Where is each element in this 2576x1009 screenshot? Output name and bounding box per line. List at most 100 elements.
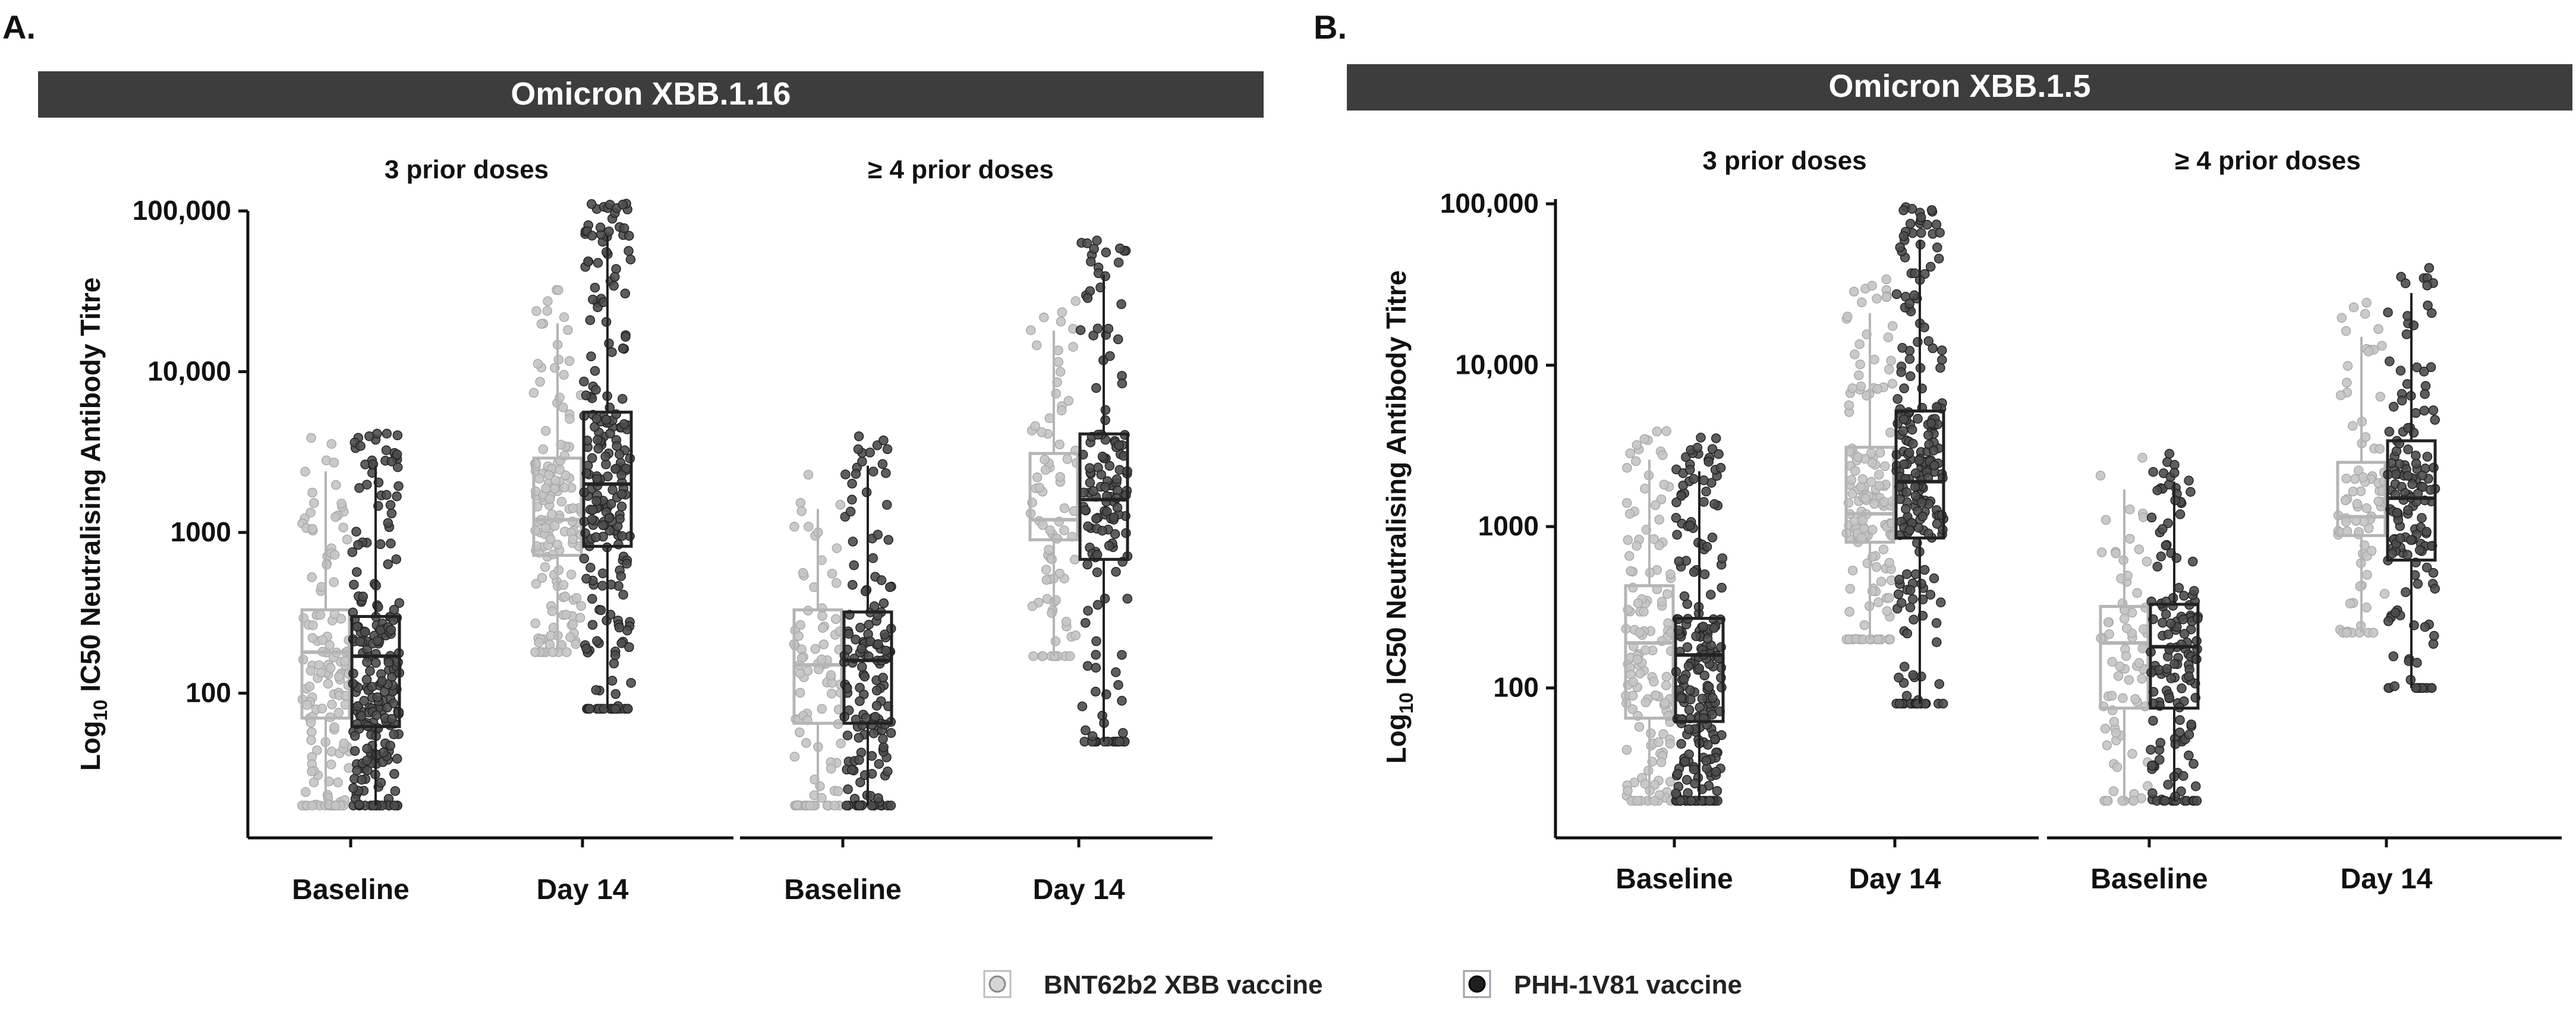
data-point bbox=[802, 666, 813, 676]
data-point bbox=[871, 701, 882, 711]
data-point bbox=[329, 458, 339, 468]
data-point bbox=[2345, 598, 2355, 608]
data-point bbox=[854, 733, 864, 743]
data-point bbox=[563, 325, 573, 335]
data-point bbox=[1685, 685, 1695, 695]
box-group bbox=[528, 285, 587, 657]
data-point bbox=[2401, 587, 2411, 597]
data-point bbox=[1699, 497, 1709, 507]
data-point bbox=[1891, 289, 1902, 299]
facet-label-2: ≥ 4 prior doses bbox=[2175, 146, 2361, 175]
data-point bbox=[1092, 600, 1103, 610]
data-point bbox=[1928, 343, 1938, 354]
box-iqr bbox=[1624, 584, 1675, 720]
data-point bbox=[1059, 525, 1069, 535]
data-point bbox=[386, 456, 397, 466]
data-point bbox=[1916, 212, 1926, 223]
legend-item-bnt[interactable]: BNT62b2 XBB vaccine bbox=[983, 970, 1323, 999]
data-point bbox=[1873, 597, 1884, 607]
data-point bbox=[2335, 390, 2346, 401]
data-point bbox=[1639, 607, 1649, 617]
data-point bbox=[2426, 362, 2436, 373]
data-point bbox=[2107, 657, 2118, 667]
data-point bbox=[385, 740, 395, 751]
data-point bbox=[306, 433, 316, 443]
data-point bbox=[2148, 466, 2158, 477]
data-point bbox=[1694, 663, 1705, 674]
data-point bbox=[382, 490, 392, 500]
data-point bbox=[564, 356, 575, 366]
data-point bbox=[347, 547, 358, 557]
data-point bbox=[323, 679, 333, 689]
data-point bbox=[1680, 756, 1690, 767]
data-point bbox=[2414, 545, 2425, 556]
data-point bbox=[553, 285, 563, 295]
data-point bbox=[817, 611, 827, 621]
legend-item-phh[interactable]: PHH-1V81 vaccine bbox=[1463, 970, 1742, 999]
data-point bbox=[1685, 520, 1695, 531]
x-tick-label: Baseline bbox=[2090, 863, 2207, 895]
data-point bbox=[611, 264, 621, 274]
data-point bbox=[365, 666, 375, 676]
data-point bbox=[2389, 681, 2400, 691]
data-point bbox=[1867, 280, 1877, 291]
data-point bbox=[2115, 661, 2125, 671]
data-point bbox=[2354, 628, 2365, 638]
data-point bbox=[1856, 381, 1866, 392]
data-point bbox=[1928, 445, 1939, 456]
data-point bbox=[618, 343, 628, 354]
data-point bbox=[367, 682, 377, 692]
data-point bbox=[1025, 325, 1036, 336]
data-point bbox=[2379, 589, 2390, 599]
data-point bbox=[545, 534, 556, 544]
data-point bbox=[375, 539, 386, 550]
data-point bbox=[2342, 361, 2353, 371]
data-point bbox=[2348, 302, 2359, 313]
data-point bbox=[1711, 433, 1721, 443]
data-point bbox=[1045, 525, 1055, 535]
x-tick-label: Day 14 bbox=[1033, 874, 1125, 906]
box-iqr bbox=[350, 614, 401, 729]
data-point bbox=[1623, 786, 1633, 796]
data-point bbox=[1849, 286, 1859, 297]
data-point bbox=[2411, 683, 2421, 693]
data-point bbox=[1037, 427, 1047, 437]
data-point bbox=[309, 498, 319, 508]
data-point bbox=[2130, 694, 2140, 704]
data-point bbox=[1907, 204, 1917, 214]
data-point bbox=[1054, 439, 1065, 450]
data-point bbox=[1679, 674, 1689, 685]
data-point bbox=[1896, 598, 1907, 608]
data-point bbox=[607, 676, 618, 686]
data-point bbox=[2155, 737, 2166, 748]
data-point bbox=[1091, 383, 1101, 393]
data-point bbox=[1621, 498, 1632, 508]
data-point bbox=[2352, 499, 2363, 509]
data-point bbox=[530, 618, 540, 629]
data-point bbox=[530, 647, 540, 657]
data-point bbox=[381, 445, 392, 455]
data-point bbox=[598, 520, 608, 531]
data-point bbox=[317, 635, 328, 645]
data-point bbox=[1676, 693, 1686, 703]
data-point bbox=[1706, 589, 1716, 600]
data-point bbox=[1632, 440, 1642, 450]
data-point bbox=[358, 591, 369, 602]
data-point bbox=[559, 483, 569, 493]
y-tick-label: 100 bbox=[185, 677, 231, 708]
data-point bbox=[1708, 693, 1718, 703]
data-point bbox=[2426, 308, 2437, 319]
y-tick-label: 100,000 bbox=[1440, 188, 1539, 219]
data-point bbox=[883, 535, 894, 545]
data-point bbox=[2347, 421, 2358, 431]
data-point bbox=[1070, 630, 1081, 641]
data-point bbox=[1676, 739, 1686, 749]
data-point bbox=[617, 531, 627, 541]
data-point bbox=[1844, 607, 1855, 617]
data-point bbox=[1857, 474, 1868, 484]
data-point bbox=[1916, 671, 1926, 682]
data-point bbox=[603, 471, 613, 482]
data-point bbox=[587, 620, 598, 630]
data-point bbox=[1110, 529, 1120, 540]
